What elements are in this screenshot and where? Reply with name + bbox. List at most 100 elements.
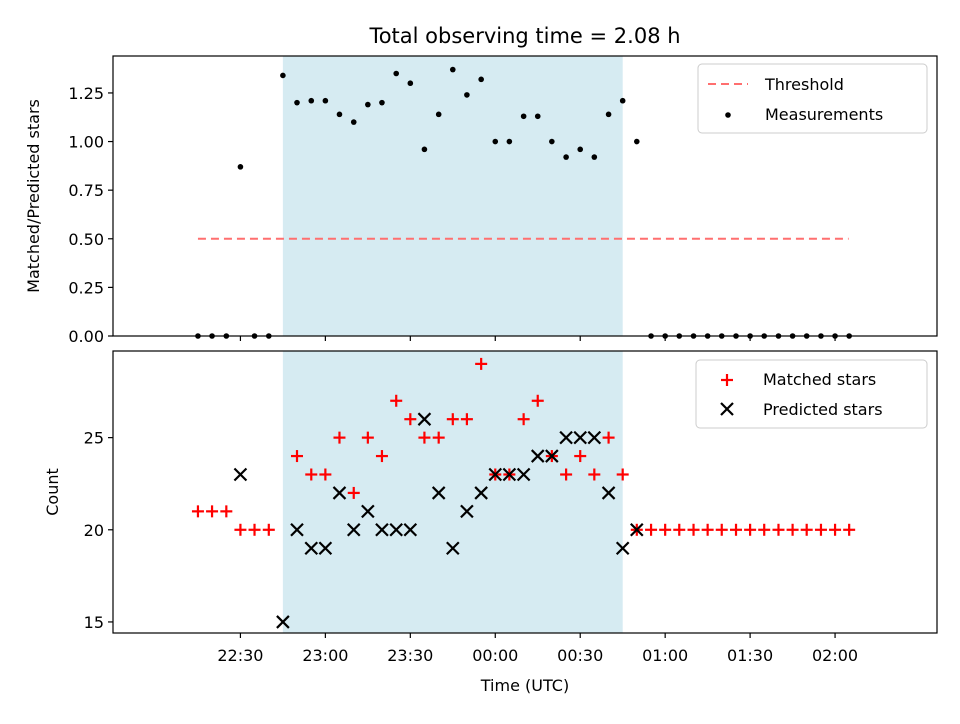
matched-star-point	[730, 523, 743, 536]
measurement-point	[407, 80, 414, 87]
predicted-star-point	[389, 523, 403, 537]
x-tick-label: 00:30	[557, 646, 603, 665]
matched-star-point	[220, 505, 233, 518]
predicted-star-point	[332, 486, 347, 500]
x-tick-label: 22:30	[217, 646, 263, 665]
matched-star-point	[687, 523, 700, 536]
legend-matched-swatch	[721, 374, 733, 386]
predicted-star-point	[601, 486, 616, 500]
matched-star-point	[829, 523, 842, 536]
matched-star-point	[305, 468, 318, 481]
matched-star-point	[574, 450, 587, 463]
bottom-y-tick-label: 20	[84, 521, 104, 540]
legend-measurements-label: Measurements	[765, 105, 883, 124]
matched-star-point	[390, 394, 403, 407]
bottom-y-label: Count	[43, 468, 62, 516]
predicted-star-point	[431, 486, 446, 500]
measurement-point	[280, 72, 286, 79]
bottom-panel: 15 20 25 22:30 23:00 23:30 00:00 00:30 01:00 01:…	[43, 350, 938, 695]
legend-measurements-swatch	[725, 112, 731, 118]
top-measurements	[195, 66, 852, 339]
matched-star-point	[645, 523, 658, 536]
measurement-point	[308, 97, 315, 104]
measurement-point	[478, 76, 484, 83]
top-plot-frame	[112, 55, 938, 337]
top-x-ticks	[239, 336, 836, 341]
top-y-tick-label: 1.00	[68, 133, 104, 152]
top-y-tick-label: 1.25	[68, 84, 104, 103]
predicted-star-point	[630, 523, 644, 537]
matched-star-point	[248, 523, 261, 536]
measurement-point	[350, 119, 357, 125]
measurement-point	[421, 146, 428, 153]
predicted-star-point	[318, 541, 333, 555]
predicted-star-point	[516, 467, 531, 482]
matched-star-point	[460, 413, 473, 426]
matched-star-point	[347, 486, 360, 499]
x-tick-label: 00:00	[472, 646, 518, 665]
top-y-tick-label: 0.50	[68, 230, 104, 249]
matched-star-point	[206, 505, 219, 518]
top-y-axis: 0.00 0.25 0.50 0.75 1.00 1.25	[68, 84, 113, 346]
matched-star-point	[333, 431, 346, 444]
matched-star-point	[673, 523, 686, 536]
matched-star-point	[758, 523, 771, 536]
matched-star-point	[602, 431, 615, 444]
x-tick-label: 23:00	[302, 646, 348, 665]
measurement-point	[549, 138, 555, 145]
matched-star-point	[560, 468, 573, 481]
top-legend: Threshold Measurements	[697, 63, 928, 134]
bottom-x-axis: 22:30 23:00 23:30 00:00 00:30 01:00 01:30 02:00	[217, 633, 858, 665]
predicted-star-point	[559, 430, 573, 445]
bottom-points	[191, 357, 856, 629]
legend-predicted-swatch	[720, 402, 734, 416]
matched-star-point	[290, 450, 303, 463]
measurement-point	[365, 101, 371, 108]
bottom-plot-frame	[112, 350, 938, 634]
matched-star-point	[475, 357, 488, 370]
top-panel: 0.00 0.25 0.50 0.75 1.00 1.25 Matched/Predict…	[24, 55, 938, 346]
top-observing-window	[282, 56, 623, 336]
predicted-star-point	[446, 541, 460, 555]
measurement-point	[534, 113, 541, 120]
legend-matched-label: Matched stars	[763, 370, 876, 389]
matched-star-point	[404, 413, 417, 426]
measurement-point	[605, 111, 612, 118]
measurement-point	[393, 70, 400, 77]
matched-star-point	[418, 431, 431, 444]
matched-star-point	[432, 431, 445, 444]
predicted-star-point	[502, 467, 517, 482]
matched-star-point	[262, 523, 275, 536]
matched-star-point	[659, 523, 672, 536]
measurement-point	[563, 154, 569, 160]
matched-star-point	[701, 523, 714, 536]
matched-star-point	[319, 468, 332, 481]
measurement-point	[577, 146, 584, 153]
bottom-observing-window	[282, 351, 623, 633]
legend-threshold-label: Threshold	[764, 75, 844, 94]
bottom-y-tick-label: 25	[84, 429, 104, 448]
predicted-star-point	[474, 486, 488, 500]
predicted-star-point	[290, 523, 304, 537]
matched-star-point	[772, 523, 785, 536]
measurement-point	[294, 99, 300, 106]
bottom-y-tick-label: 15	[84, 613, 104, 632]
x-axis-label: Time (UTC)	[480, 676, 569, 695]
measurement-point	[449, 66, 456, 73]
measurement-point	[633, 138, 640, 145]
top-y-tick-label: 0.00	[68, 327, 104, 346]
x-tick-label: 01:00	[642, 646, 688, 665]
measurement-point	[322, 97, 329, 104]
predicted-star-point	[587, 430, 602, 445]
bottom-y-axis: 15 20 25	[84, 429, 113, 632]
predicted-star-point	[460, 504, 474, 519]
top-y-tick-label: 0.25	[68, 278, 104, 297]
predicted-star-point	[573, 430, 587, 445]
matched-star-point	[786, 523, 799, 536]
top-legend-box	[697, 63, 928, 134]
predicted-star-point	[615, 541, 630, 555]
bottom-legend: Matched stars Predicted stars	[695, 359, 928, 429]
measurement-point	[619, 97, 626, 104]
x-tick-label: 01:30	[727, 646, 773, 665]
